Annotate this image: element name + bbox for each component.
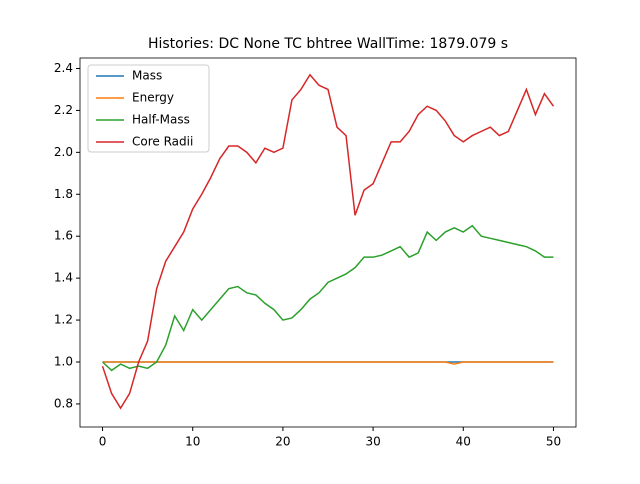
legend-label: Half-Mass	[132, 113, 190, 127]
series-line	[102, 224, 554, 372]
chart-title: Histories: DC None TC bhtree WallTime: 1…	[148, 36, 508, 52]
plot-frame	[79, 57, 577, 428]
x-tick-label: 0	[99, 435, 107, 449]
series-line	[102, 361, 554, 365]
series-line	[101, 73, 555, 410]
y-tick-label: 2.2	[54, 103, 73, 117]
x-tick-label: 40	[456, 435, 471, 449]
y-tick-label: 1.0	[54, 355, 73, 369]
y-tick-label: 2.0	[54, 145, 73, 159]
y-tick-label: 1.6	[54, 229, 73, 243]
legend-label: Mass	[132, 69, 162, 83]
y-tick-label: 0.8	[54, 396, 73, 410]
legend-box	[87, 64, 210, 153]
y-tick-label: 2.4	[54, 61, 73, 75]
y-tick-label: 1.8	[54, 187, 73, 201]
x-tick-label: 20	[275, 435, 290, 449]
y-tick-label: 1.4	[54, 271, 73, 285]
y-tick-label: 1.2	[54, 313, 73, 327]
x-tick-label: 30	[365, 435, 380, 449]
legend-label: Core Radii	[132, 135, 193, 149]
x-tick-label: 10	[185, 435, 200, 449]
x-tick-label: 50	[546, 435, 561, 449]
legend-label: Energy	[132, 91, 174, 105]
